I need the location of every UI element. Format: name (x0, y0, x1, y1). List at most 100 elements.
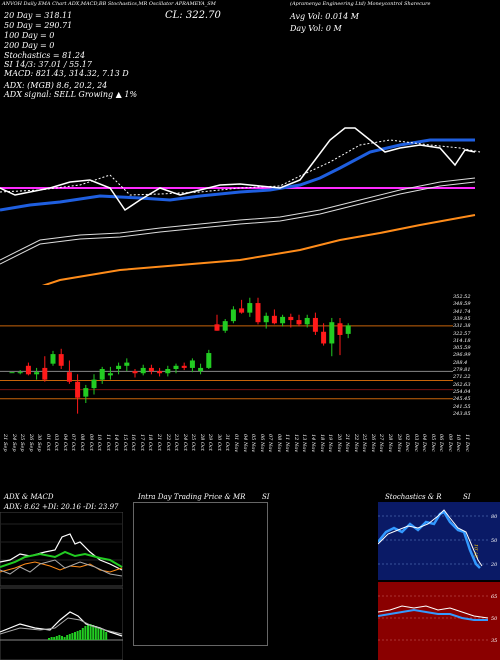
price-axis-tick: 305.59 (453, 345, 471, 352)
macd-histogram-bar (61, 636, 63, 640)
date-axis-tick: 31 Oct (224, 434, 231, 451)
price-axis-tick: 296.99 (453, 352, 471, 359)
macd-histogram-bar (81, 628, 84, 640)
price-axis-tick: 243.85 (453, 410, 471, 417)
macd-histogram-bar (102, 630, 105, 640)
date-axis-tick: 04 Oct (61, 434, 68, 451)
rsi-axis-tick: 35 (491, 638, 497, 644)
date-axis-tick: 28 Nov (387, 434, 393, 453)
candle-body (116, 365, 122, 369)
price-axis-tick: 348.59 (453, 301, 471, 308)
candle-body (34, 372, 40, 375)
macd-histogram-bar (63, 637, 66, 640)
candle-body (189, 360, 195, 368)
ema200-label: 200 Day = 0 (4, 41, 55, 50)
date-axis-tick: 15 Oct (121, 434, 128, 451)
macd-label: MACD: 821.43, 314.32, 7.13 D (4, 69, 129, 78)
candle-body (239, 308, 245, 313)
date-axis-tick: 10 Oct (96, 434, 103, 451)
chart-header-right: (Apramenya Engineering Ltd) Moneycontrol… (290, 1, 431, 7)
date-axis-tick: 01 Oct (44, 434, 51, 451)
close-price-label: CL: 322.70 (165, 10, 221, 21)
price-axis-tick: 245.45 (453, 396, 471, 403)
candle-body (83, 388, 89, 397)
date-axis-tick: 11 Oct (104, 434, 111, 451)
candle-body (132, 371, 138, 374)
candle-body (214, 324, 220, 331)
candle-body (280, 316, 286, 324)
ema100-label: 100 Day = 0 (4, 31, 55, 40)
macd-histogram-bar (48, 638, 50, 640)
date-axis-tick: 01 Nov (233, 434, 239, 453)
ema20-label: 20 Day = 318.11 (4, 11, 73, 20)
price-axis-tick: 262.63 (453, 381, 471, 388)
date-axis-tick: 26 Nov (369, 434, 376, 453)
date-axis-tick: 22 Oct (164, 434, 171, 451)
date-axis-tick: 28 Oct (198, 434, 205, 451)
candle-body (337, 323, 343, 335)
si-label: SI 14/3: 37.01 / 55.17 (4, 60, 92, 69)
date-axis-tick: 05 Dec (429, 434, 436, 452)
ema-chart (0, 127, 481, 285)
candle-body (124, 362, 130, 366)
candle-body (165, 368, 171, 374)
adx-label: ADX: (MGB) 8.6, 20.2, 24 (4, 81, 108, 90)
date-axis-tick: 21 Oct (156, 434, 162, 451)
macd-histogram-bar (58, 635, 61, 640)
macd-histogram-bar (76, 631, 79, 640)
macd-histogram-bar (71, 633, 74, 640)
day-volume-label: Day Vol: 0 M (290, 24, 342, 33)
candle-body (58, 354, 64, 366)
stochastics-title: Stochastics & R (385, 493, 442, 501)
date-axis-tick: 24 Sep (10, 434, 17, 452)
macd-histogram-bar (105, 632, 108, 640)
stochastics-value: 37.01 (474, 544, 480, 558)
rsi-line (378, 608, 488, 621)
date-axis-tick: 07 Nov (267, 434, 274, 453)
price-axis-tick: 352.52 (453, 294, 471, 300)
date-axis: 21 Sep 24 Sep 25 Sep 26 Sep 30 Sep 01 Oct 03 O… (0, 432, 500, 492)
date-axis-tick: 18 Nov (318, 434, 325, 453)
ema50-label: 50 Day = 290.71 (4, 21, 73, 30)
candle-body (296, 320, 302, 325)
candle-body (50, 354, 56, 364)
intraday-title: Intra Day Trading Price & MR (138, 493, 246, 501)
candle-body (263, 315, 269, 323)
price-axis: 352.52 348.59 341.74 339.95 331.38 322.57 314.… (453, 290, 500, 430)
date-axis-tick: 18 Oct (147, 434, 154, 451)
macd-histogram-bar (53, 637, 56, 640)
candle-body (99, 368, 105, 380)
candle-body (321, 331, 327, 344)
macd-histogram-bar (100, 628, 102, 640)
stochastics-axis-tick: 50 (491, 538, 498, 544)
date-axis-tick: 17 Oct (138, 434, 145, 451)
date-axis-tick: 09 Dec (446, 434, 453, 452)
stochastics-axis-tick: 80 (491, 514, 498, 520)
date-axis-tick: 06 Nov (258, 434, 265, 453)
date-axis-tick: 27 Nov (378, 434, 385, 453)
date-axis-tick: 24 Oct (181, 434, 188, 451)
candle-body (222, 321, 228, 331)
date-axis-tick: 04 Nov (241, 434, 248, 453)
chart-header-left: ANVOH Daily EMA Chart ADX,MACD,BB Stocha… (2, 1, 216, 7)
price-axis-tick: 314.18 (453, 337, 471, 344)
date-axis-tick: 04 Dec (421, 434, 428, 452)
price-axis-tick: 254.04 (453, 388, 471, 395)
date-axis-tick: 21 Sep (2, 434, 8, 452)
candle-body (140, 367, 146, 374)
date-axis-tick: 29 Nov (395, 434, 402, 453)
candle-body (345, 325, 351, 334)
date-axis-tick: 13 Nov (301, 434, 308, 453)
date-axis-tick: 20 Nov (335, 434, 342, 453)
macd-histogram-bar (66, 635, 69, 640)
candle-body (107, 373, 113, 376)
price-candlestick-chart (0, 297, 453, 414)
date-axis-tick: 21 Nov (344, 434, 351, 453)
adx-macd-title: ADX & MACD (4, 493, 54, 501)
date-axis-tick: 10 Dec (455, 434, 462, 452)
candle-body (91, 379, 97, 389)
date-axis-tick: 14 Nov (310, 434, 316, 453)
macd-histogram-bar (92, 625, 95, 640)
stochastics-label: Stochastics = 81.24 (4, 51, 86, 60)
stochastics-axis-tick: 20 (490, 562, 498, 568)
